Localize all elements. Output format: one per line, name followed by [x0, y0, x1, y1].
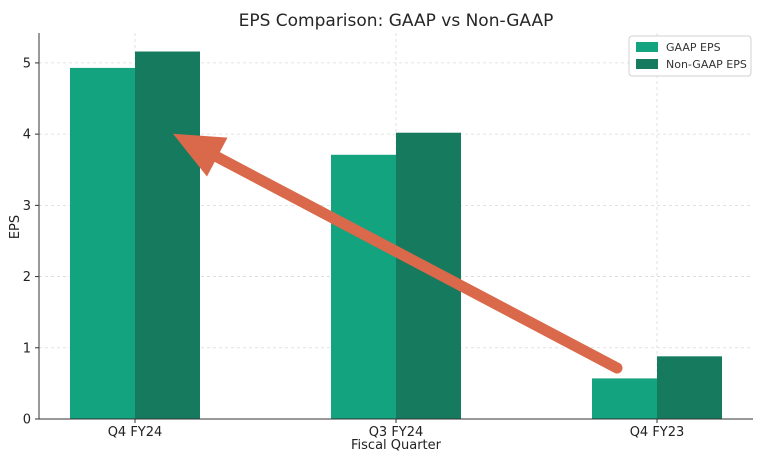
- bar-non-gaap-eps-q4-fy24: [135, 51, 200, 420]
- annotation-arrow-group: [173, 133, 623, 374]
- y-tick-label-2: 2: [23, 270, 31, 285]
- x-tick-labels: Q4 FY24 Q3 FY24 Q4 FY23: [108, 419, 685, 440]
- x-tick-label-q4-fy24: Q4 FY24: [108, 425, 163, 440]
- x-tick-label-q3-fy24: Q3 FY24: [369, 425, 424, 440]
- y-axis-title: EPS: [8, 215, 23, 239]
- bar-non-gaap-eps-q4-fy23: [657, 356, 722, 419]
- legend-label-gaap: GAAP EPS: [666, 41, 721, 54]
- y-tick-label-4: 4: [23, 128, 31, 143]
- y-tick-labels: 0 1 2 3 4 5: [23, 56, 39, 428]
- bar-gaap-eps-q4-fy23: [592, 378, 657, 419]
- y-tick-label-0: 0: [23, 413, 31, 428]
- legend: GAAP EPS Non-GAAP EPS: [628, 35, 752, 77]
- chart-title: EPS Comparison: GAAP vs Non-GAAP: [239, 11, 554, 31]
- x-axis-title: Fiscal Quarter: [351, 438, 442, 453]
- x-tick-label-q4-fy23: Q4 FY23: [630, 425, 685, 440]
- legend-swatch-non-gaap: [636, 59, 658, 69]
- y-tick-label-5: 5: [23, 56, 31, 71]
- bar-gaap-eps-q4-fy24: [70, 67, 135, 420]
- y-tick-label-1: 1: [23, 341, 31, 356]
- legend-frame: [628, 35, 752, 77]
- annotation-arrow-shaft: [208, 149, 623, 374]
- legend-swatch-gaap: [636, 42, 658, 52]
- legend-label-non-gaap: Non-GAAP EPS: [666, 58, 747, 71]
- y-tick-label-3: 3: [23, 199, 31, 214]
- bar-gaap-eps-q3-fy24: [331, 154, 396, 419]
- annotation-arrow-head: [173, 133, 228, 177]
